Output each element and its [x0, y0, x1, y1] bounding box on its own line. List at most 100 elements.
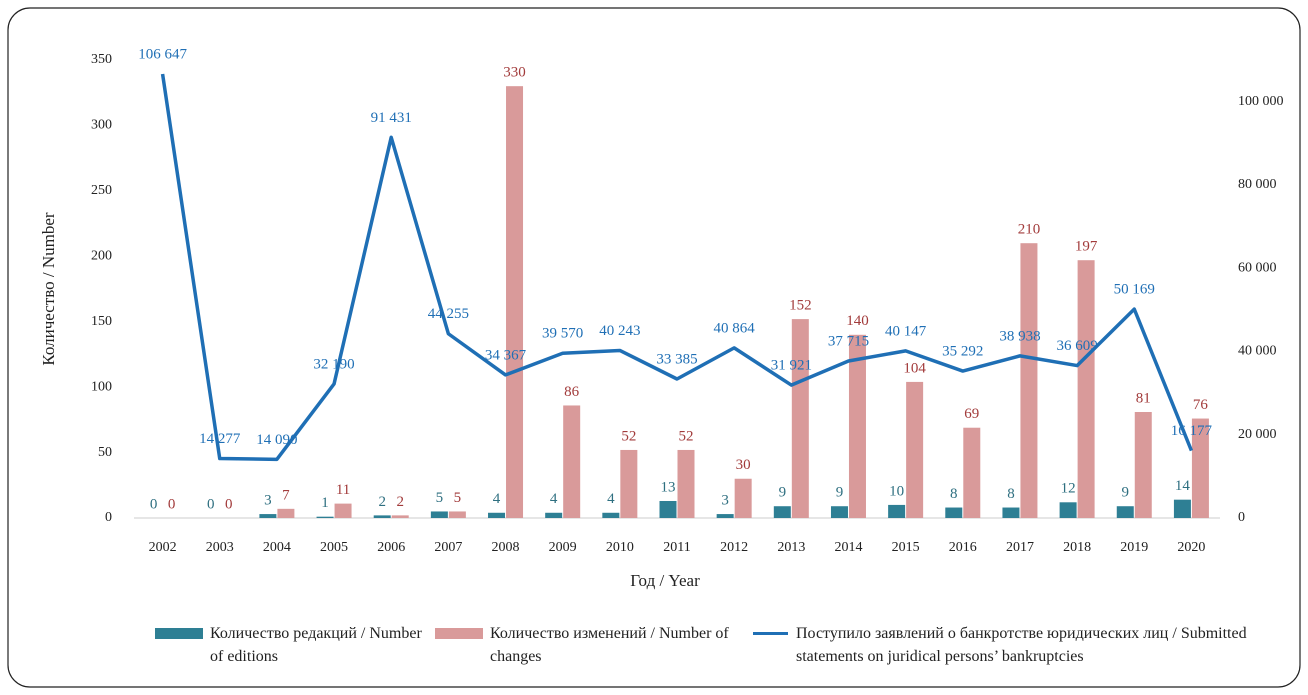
bar	[1020, 243, 1038, 518]
bar-value-label: 30	[736, 457, 751, 473]
line-value-label: 40 243	[599, 323, 640, 339]
bar-value-label: 52	[621, 428, 636, 444]
bar	[659, 500, 677, 518]
frame	[7, 7, 1301, 688]
bar-value-label: 152	[789, 298, 812, 314]
x-tick-label: 2020	[1177, 540, 1205, 555]
legend-label: Поступило заявлений о банкротстве юридич…	[796, 625, 1247, 665]
bar	[1134, 412, 1152, 518]
bar-value-label: 10	[889, 483, 904, 499]
y-tick-label: 150	[91, 314, 112, 329]
x-tick-label: 2007	[434, 540, 462, 555]
x-tick-label: 2012	[720, 540, 748, 555]
bar	[773, 506, 791, 518]
bar	[506, 86, 524, 519]
x-tick-label: 2018	[1063, 540, 1091, 555]
bar-value-label: 3	[721, 493, 729, 509]
bar-value-label: 12	[1061, 481, 1076, 497]
bar	[734, 478, 752, 518]
y-tick-label: 350	[91, 52, 112, 67]
y-tick-label: 200	[91, 249, 112, 264]
bar-value-label: 330	[503, 65, 526, 81]
line-value-label: 44 255	[428, 306, 469, 322]
bar-value-label: 76	[1193, 397, 1209, 413]
line-value-label: 34 367	[485, 347, 527, 363]
x-tick-label: 2010	[606, 540, 634, 555]
bar-value-label: 9	[779, 485, 787, 501]
bar-value-label: 140	[846, 313, 869, 329]
bar-value-label: 81	[1136, 390, 1151, 406]
legend-swatch	[435, 628, 483, 639]
bar-value-label: 7	[282, 487, 290, 503]
y2-tick-label: 40 000	[1238, 344, 1277, 359]
y2-tick-label: 80 000	[1238, 177, 1277, 192]
x-tick-label: 2002	[149, 540, 177, 555]
x-tick-label: 2017	[1006, 540, 1034, 555]
line-value-label: 14 090	[256, 432, 297, 448]
x-tick-label: 2009	[549, 540, 577, 555]
y-tick-label: 50	[98, 445, 112, 460]
x-axis-title: Год / Year	[630, 571, 700, 590]
bar	[373, 515, 391, 518]
bar-value-label: 8	[1007, 486, 1015, 502]
bar-value-label: 2	[378, 494, 386, 510]
bar	[563, 405, 581, 518]
bar-value-label: 13	[661, 479, 676, 495]
bar	[1191, 418, 1209, 518]
line-value-label: 36 609	[1056, 338, 1097, 354]
bar	[791, 319, 809, 518]
bar	[620, 449, 638, 518]
bar	[1059, 502, 1077, 518]
x-tick-label: 2016	[949, 540, 977, 555]
bar-value-label: 8	[950, 486, 958, 502]
bar-value-label: 104	[903, 360, 926, 376]
bar	[334, 503, 352, 518]
line-value-label: 16 177	[1171, 423, 1213, 439]
bar	[906, 381, 924, 518]
bar	[963, 427, 981, 518]
legend-swatch	[753, 632, 788, 635]
legend-label: Количество редакций / Number of editions	[210, 625, 422, 665]
bar-value-label: 5	[436, 490, 444, 506]
bar	[391, 515, 409, 518]
bar	[888, 504, 906, 518]
bar	[259, 514, 277, 518]
x-tick-label: 2003	[206, 540, 234, 555]
bar	[448, 511, 466, 518]
bar	[677, 449, 695, 518]
line-value-label: 40 864	[714, 320, 756, 336]
bar-value-label: 0	[150, 496, 158, 512]
bar	[430, 511, 448, 518]
bar	[945, 507, 963, 518]
bar	[602, 512, 620, 518]
bar	[1077, 260, 1095, 518]
line-value-label: 35 292	[942, 343, 983, 359]
line-value-label: 106 647	[138, 46, 187, 62]
legend-label: Количество изменений / Number of changes	[490, 625, 729, 665]
bar-value-label: 9	[1122, 485, 1130, 501]
line-value-label: 37 715	[828, 333, 869, 349]
bar-value-label: 3	[264, 493, 272, 509]
line-value-label: 32 190	[313, 356, 354, 372]
bar-value-label: 4	[550, 491, 558, 507]
bar-value-label: 210	[1018, 222, 1041, 238]
bar-value-label: 0	[225, 496, 233, 512]
legend-swatch	[155, 628, 203, 639]
bar	[277, 508, 295, 518]
bar-value-label: 4	[607, 491, 615, 507]
bar	[716, 514, 734, 518]
bar-value-label: 2	[396, 494, 404, 510]
x-tick-label: 2004	[263, 540, 291, 555]
x-tick-label: 2008	[492, 540, 520, 555]
line-value-label: 31 921	[771, 358, 812, 374]
y-tick-label: 250	[91, 183, 112, 198]
bar	[830, 506, 848, 518]
bar-value-label: 1	[321, 495, 329, 511]
line	[160, 73, 1194, 462]
bar	[1002, 507, 1020, 518]
bar-value-label: 197	[1075, 239, 1098, 255]
x-tick-label: 2019	[1120, 540, 1148, 555]
line-value-label: 39 570	[542, 326, 583, 342]
